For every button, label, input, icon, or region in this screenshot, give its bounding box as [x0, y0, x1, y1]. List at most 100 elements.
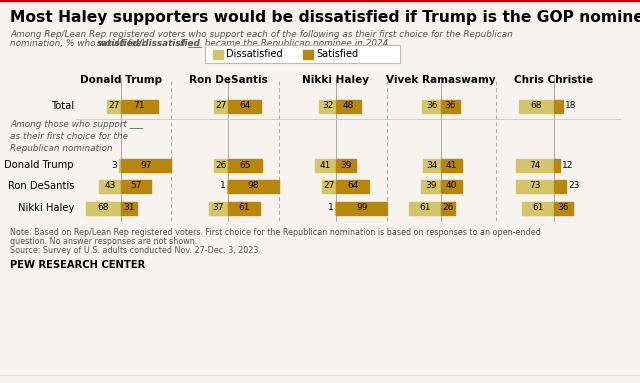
Bar — [423, 159, 441, 172]
Bar — [107, 100, 121, 113]
Text: 26: 26 — [442, 203, 454, 213]
Text: 23: 23 — [568, 182, 579, 190]
Bar — [120, 159, 121, 172]
Bar — [516, 180, 554, 193]
Bar — [86, 201, 121, 214]
Bar — [522, 201, 554, 214]
Text: question. No answer responses are not shown.: question. No answer responses are not sh… — [10, 237, 197, 246]
Text: 73: 73 — [529, 182, 541, 190]
Bar — [441, 159, 462, 172]
Text: 18: 18 — [565, 101, 577, 111]
Bar — [228, 201, 260, 214]
Text: Donald Trump: Donald Trump — [4, 160, 74, 170]
Bar — [516, 159, 554, 172]
Text: 97: 97 — [140, 160, 152, 170]
Text: 32: 32 — [322, 101, 333, 111]
Bar — [554, 201, 573, 214]
Bar — [121, 201, 137, 214]
Text: 43: 43 — [104, 182, 115, 190]
Bar — [322, 180, 336, 193]
Bar — [213, 49, 223, 59]
Bar — [410, 201, 441, 214]
Text: PEW RESEARCH CENTER: PEW RESEARCH CENTER — [10, 260, 145, 270]
Text: Ron DeSantis: Ron DeSantis — [189, 75, 268, 85]
Bar — [214, 159, 228, 172]
Bar — [319, 100, 336, 113]
Text: 64: 64 — [239, 101, 250, 111]
Text: Most Haley supporters would be dissatisfied if Trump is the GOP nominee: Most Haley supporters would be dissatisf… — [10, 10, 640, 25]
Text: satisfied/dissatisfied: satisfied/dissatisfied — [97, 39, 201, 48]
Text: 68: 68 — [97, 203, 109, 213]
Bar — [214, 100, 228, 113]
Bar — [228, 100, 261, 113]
Bar — [121, 180, 150, 193]
FancyBboxPatch shape — [205, 45, 400, 63]
Text: 65: 65 — [239, 160, 251, 170]
Text: Ron DeSantis: Ron DeSantis — [8, 181, 74, 191]
Text: Nikki Haley: Nikki Haley — [18, 203, 74, 213]
Text: 57: 57 — [130, 182, 141, 190]
Text: 64: 64 — [347, 182, 358, 190]
Bar — [228, 159, 262, 172]
Bar — [228, 180, 279, 193]
Bar — [554, 159, 560, 172]
Bar — [303, 49, 313, 59]
Bar — [336, 201, 387, 214]
Text: Donald Trump: Donald Trump — [80, 75, 162, 85]
Text: 3: 3 — [112, 160, 118, 170]
Bar — [99, 180, 121, 193]
Text: 41: 41 — [319, 160, 331, 170]
Text: Vivek Ramaswamy: Vivek Ramaswamy — [386, 75, 496, 85]
Text: 61: 61 — [532, 203, 544, 213]
Text: 37: 37 — [212, 203, 224, 213]
Text: 34: 34 — [426, 160, 438, 170]
Text: 39: 39 — [340, 160, 352, 170]
Text: 36: 36 — [426, 101, 437, 111]
Bar — [336, 100, 361, 113]
Text: Source: Survey of U.S. adults conducted Nov. 27-Dec. 3, 2023.: Source: Survey of U.S. adults conducted … — [10, 246, 261, 255]
Bar — [441, 201, 454, 214]
Text: 27: 27 — [323, 182, 335, 190]
Text: 27: 27 — [108, 101, 120, 111]
Text: 41: 41 — [446, 160, 458, 170]
Bar — [336, 180, 369, 193]
Text: Note: Based on Rep/Lean Rep registered voters. First choice for the Republican n: Note: Based on Rep/Lean Rep registered v… — [10, 228, 541, 237]
Bar — [209, 201, 228, 214]
Text: 68: 68 — [531, 101, 542, 111]
Text: Nikki Haley: Nikki Haley — [303, 75, 369, 85]
Bar — [121, 100, 158, 113]
Text: 61: 61 — [419, 203, 431, 213]
Text: 27: 27 — [215, 101, 227, 111]
Bar — [554, 100, 563, 113]
Text: Among Rep/Lean Rep registered voters who support each of the following as their : Among Rep/Lean Rep registered voters who… — [10, 30, 513, 39]
Bar — [315, 159, 336, 172]
Text: Chris Christie: Chris Christie — [515, 75, 593, 85]
Text: 98: 98 — [248, 182, 259, 190]
Text: 12: 12 — [563, 160, 573, 170]
Bar — [554, 180, 566, 193]
Text: 1: 1 — [328, 203, 333, 213]
Text: 48: 48 — [343, 101, 354, 111]
Text: 40: 40 — [445, 182, 457, 190]
Text: 26: 26 — [216, 160, 227, 170]
Text: 61: 61 — [238, 203, 250, 213]
Text: 36: 36 — [557, 203, 569, 213]
Text: Total: Total — [51, 101, 74, 111]
Bar — [422, 100, 441, 113]
Text: 31: 31 — [124, 203, 135, 213]
Text: nomination, % who would feel: nomination, % who would feel — [10, 39, 147, 48]
Bar — [441, 180, 462, 193]
Text: if ___ became the Republican nominee in 2024: if ___ became the Republican nominee in … — [177, 39, 388, 48]
Bar — [441, 100, 460, 113]
Bar — [420, 180, 441, 193]
Text: Dissatisfied: Dissatisfied — [226, 49, 283, 59]
Text: 1: 1 — [220, 182, 225, 190]
Bar — [518, 100, 554, 113]
Bar — [121, 159, 172, 172]
Text: 36: 36 — [445, 101, 456, 111]
Text: 74: 74 — [529, 160, 540, 170]
Text: 99: 99 — [356, 203, 367, 213]
Text: Among those who support ___
as their first choice for the
Republican nomination: Among those who support ___ as their fir… — [10, 120, 143, 152]
Text: 71: 71 — [134, 101, 145, 111]
Text: 39: 39 — [425, 182, 436, 190]
